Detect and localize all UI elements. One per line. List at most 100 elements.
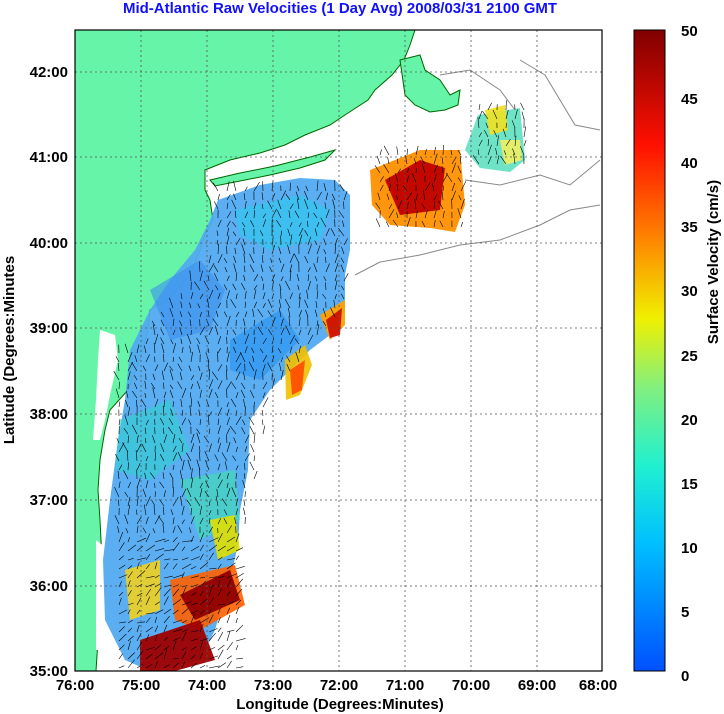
velocity-vector [181,586,187,597]
velocity-vector [154,364,159,372]
velocity-vector [249,461,255,471]
velocity-vector [451,182,456,192]
velocity-vector [151,499,156,507]
velocity-vector [189,345,192,354]
velocity-vector [505,109,509,120]
velocity-vector [127,602,134,606]
velocity-vector [118,542,125,552]
velocity-vector [172,574,184,579]
velocity-vector [442,185,444,192]
velocity-vector [179,426,183,435]
velocity-vector [316,180,319,192]
velocity-vector [334,294,337,300]
velocity-vector [199,505,202,516]
velocity-vector [160,337,165,345]
velocity-vector [118,591,124,597]
velocity-vector [211,371,219,381]
velocity-vector [217,407,223,417]
velocity-vector [208,632,216,642]
velocity-vector [127,571,133,579]
velocity-vector [187,333,192,345]
velocity-vector [520,102,525,111]
velocity-vector [172,536,178,543]
velocity-vector [433,146,436,156]
velocity-vector [224,266,228,273]
velocity-vector [190,351,193,363]
velocity-vector [136,592,143,597]
velocity-vector [323,183,327,192]
velocity-vector [181,505,185,516]
velocity-vector [217,244,219,255]
graticule [75,30,602,671]
velocity-vector [424,182,431,192]
velocity-vector [172,356,175,363]
velocity-vector [513,153,516,165]
velocity-vector [203,280,210,291]
velocity-vector [294,210,300,219]
velocity-vector [163,353,165,363]
velocity-vector [127,565,133,570]
velocity-vector [262,381,268,390]
velocity-vector [208,544,218,552]
velocity-vector [288,307,291,318]
velocity-vector [163,596,169,606]
velocity-vector [136,344,140,354]
velocity-vector [253,301,257,309]
velocity-vector [181,584,188,588]
velocity-vector [145,596,151,606]
velocity-vector [172,496,179,507]
velocity-vector [163,584,172,588]
velocity-vector [181,601,192,606]
velocity-vector [118,633,127,642]
velocity-vector [163,362,169,372]
velocity-vector [441,157,444,165]
velocity-vector [180,338,183,345]
velocity-vector [127,371,131,381]
velocity-vector [199,590,204,597]
velocity-vector [196,428,201,435]
velocity-vector [226,473,229,480]
velocity-vector [115,356,120,363]
velocity-vector [523,126,527,138]
velocity-vector [226,315,231,327]
velocity-vector [271,274,276,282]
velocity-vector [511,120,516,129]
velocity-vector [262,364,266,372]
velocity-vector [307,267,311,273]
velocity-vector [334,244,336,255]
velocity-vector [214,454,219,462]
velocity-vector [235,293,238,300]
velocity-vector [388,176,391,183]
velocity-vector [478,111,483,120]
velocity-vector [163,636,168,642]
velocity-vector [343,201,345,210]
colorbar-tick-label: 15 [681,476,698,493]
velocity-vector [118,564,126,570]
velocity-vector [199,517,204,525]
velocity-vector [142,527,147,534]
velocity-vector [262,247,265,255]
velocity-vector [289,182,291,192]
velocity-vector [205,352,210,363]
velocity-vectors [113,100,527,669]
velocity-vector [340,264,345,273]
velocity-vector [325,282,327,291]
velocity-vector [262,292,266,300]
velocity-vector [208,379,214,390]
velocity-vector [154,548,165,552]
velocity-vector [262,213,267,219]
velocity-vector [304,255,309,264]
velocity-vector [172,542,180,552]
velocity-vector [307,328,311,336]
velocity-vector [339,184,345,192]
velocity-vector [295,351,300,363]
velocity-vector [249,264,255,273]
velocity-vector [126,450,129,462]
velocity-vector [243,371,246,381]
velocity-vector [405,155,408,165]
velocity-vector [208,576,218,579]
velocity-vector [172,658,179,660]
velocity-vector [136,621,146,624]
colorbar-title: Surface Velocity (cm/s) [705,180,722,344]
